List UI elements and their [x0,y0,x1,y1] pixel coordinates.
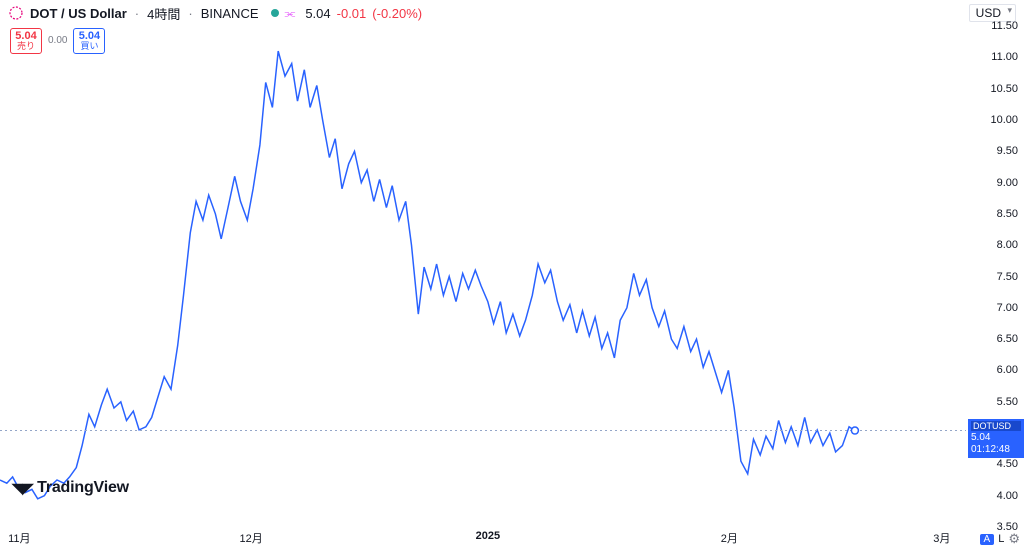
chart-area[interactable]: ◥◤ TradingView [0,26,966,527]
y-tick-label: 10.50 [990,83,1018,95]
x-tick-label: 12月 [240,530,263,546]
last-price: 5.04 [305,6,330,21]
y-tick-label: 4.00 [997,490,1018,502]
y-tick-label: 10.00 [990,114,1018,126]
tv-mark-icon: ◥◤ [12,480,33,497]
price-change-pct: (-0.20%) [372,6,422,21]
interval-label[interactable]: 4時間 [147,4,180,23]
x-tick-label: 11月 [8,530,30,546]
y-tick-label: 9.50 [997,145,1018,157]
y-tick-label: 11.00 [991,51,1018,63]
x-tick-label: 3月 [933,530,950,546]
chart-header: DOT / US Dollar · 4時間 · BINANCE ⫘ 5.04 -… [0,0,1024,26]
tradingview-logo[interactable]: ◥◤ TradingView [12,479,129,497]
symbol-title[interactable]: DOT / US Dollar [30,6,127,21]
auto-scale-button[interactable]: A [980,534,995,545]
y-tick-label: 8.00 [997,239,1018,251]
y-tick-label: 5.50 [997,396,1018,408]
y-tick-label: 7.50 [997,271,1018,283]
market-status-icon [271,9,279,17]
y-tick-label: 7.00 [997,302,1018,314]
y-tick-label: 11.50 [991,20,1018,32]
y-tick-label: 6.50 [997,333,1018,345]
x-tick-label: 2025 [476,530,500,542]
separator: · [135,6,139,21]
symbol-icon [8,5,24,21]
price-line-chart [0,26,966,527]
separator: · [188,6,192,21]
share-icon[interactable]: ⫘ [285,6,296,21]
y-axis[interactable]: 3.504.004.505.005.506.006.507.007.508.00… [966,26,1024,527]
price-change: -0.01 [337,6,367,21]
axis-controls: A L ⚙ [980,531,1020,547]
y-tick-label: 8.50 [997,208,1018,220]
y-tick-label: 9.00 [997,177,1018,189]
log-scale-button[interactable]: L [998,533,1004,545]
y-tick-label: 6.00 [997,364,1018,376]
x-axis[interactable]: 11月 12月 2025 2月 3月 [0,527,966,549]
x-tick-label: 2月 [721,530,738,546]
gear-icon[interactable]: ⚙ [1008,531,1020,547]
y-tick-label: 4.50 [997,458,1018,470]
exchange-label: BINANCE [201,6,259,21]
price-flag: DOTUSD5.0401:12:48 [968,419,1024,459]
